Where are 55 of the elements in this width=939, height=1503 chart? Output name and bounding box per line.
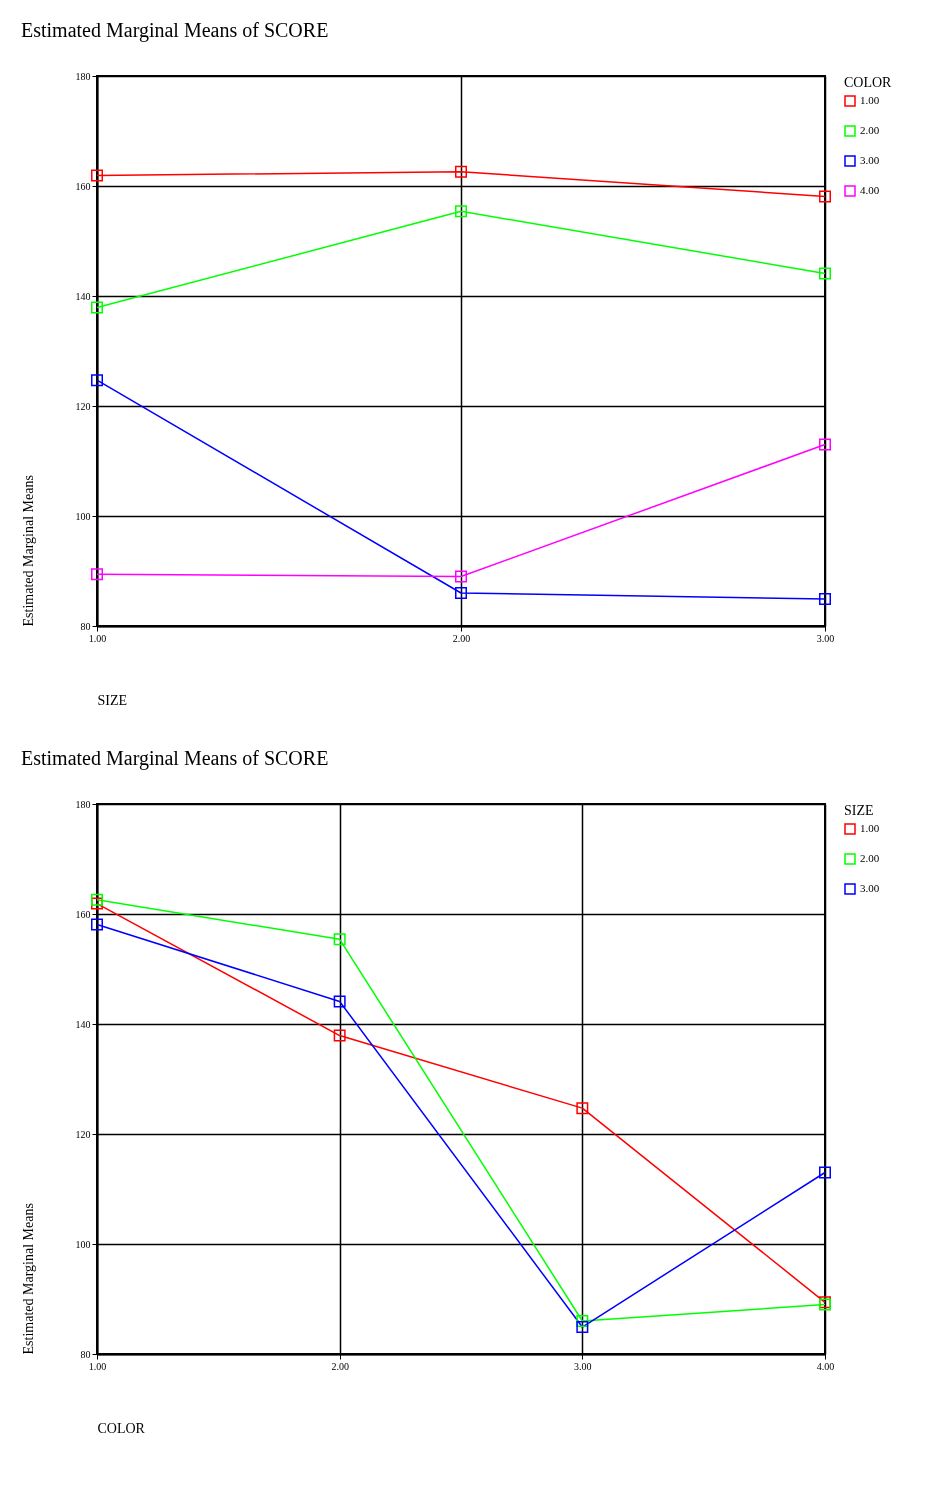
y-tick-label: 180 (75, 798, 91, 810)
chart-title: Estimated Marginal Means of SCORE (21, 747, 329, 770)
legend-label: 1.00 (860, 822, 880, 834)
x-tick-label: 1.00 (88, 632, 107, 644)
y-tick-label: 80 (80, 1348, 91, 1360)
x-tick-label: 2.00 (452, 632, 471, 644)
legend-label: 2.00 (860, 852, 880, 864)
y-tick-label: 100 (75, 510, 91, 522)
x-tick-label: 3.00 (574, 1360, 592, 1372)
y-tick-label: 140 (75, 290, 91, 302)
point (819, 1166, 831, 1179)
point (819, 267, 831, 280)
y-tick-label: 180 (75, 70, 91, 82)
point (333, 933, 346, 946)
point (91, 918, 103, 931)
x-tick-label: 3.00 (816, 632, 835, 644)
y-tick-label: 120 (75, 400, 91, 412)
point (91, 893, 103, 906)
point (819, 438, 831, 451)
point (333, 1029, 346, 1042)
y-axis-title: Estimated Marginal Means (20, 475, 36, 627)
x-axis-title: SIZE (97, 692, 128, 708)
legend-label: 2.00 (860, 124, 880, 136)
legend-label: 3.00 (860, 154, 880, 166)
point (455, 570, 467, 583)
legend-label: 4.00 (860, 184, 880, 196)
point (91, 169, 103, 182)
legend-label: 3.00 (860, 882, 880, 894)
x-tick-label: 4.00 (816, 1360, 835, 1372)
legend-title: COLOR (844, 75, 893, 90)
point (91, 374, 103, 387)
y-tick-label: 160 (75, 180, 91, 192)
point (576, 1321, 589, 1334)
point (91, 568, 103, 581)
chart-title: Estimated Marginal Means of SCORE (21, 19, 329, 42)
point (455, 587, 467, 599)
point (455, 205, 467, 218)
point (333, 995, 346, 1008)
legend-label: 1.00 (860, 94, 880, 106)
y-tick-label: 120 (75, 1128, 91, 1140)
x-tick-label: 2.00 (331, 1360, 349, 1372)
y-tick-label: 80 (80, 620, 91, 632)
point (819, 593, 831, 606)
point (455, 165, 467, 178)
legend-title: SIZE (844, 803, 874, 818)
y-tick-label: 160 (75, 908, 91, 920)
point (91, 301, 103, 314)
point (576, 1315, 589, 1327)
y-axis-title: Estimated Marginal Means (20, 1203, 36, 1355)
x-tick-label: 1.00 (88, 1360, 107, 1372)
x-axis-title: COLOR (97, 1420, 146, 1436)
point (576, 1102, 589, 1115)
point (819, 190, 831, 203)
y-tick-label: 100 (75, 1238, 91, 1250)
y-tick-label: 140 (75, 1018, 91, 1030)
